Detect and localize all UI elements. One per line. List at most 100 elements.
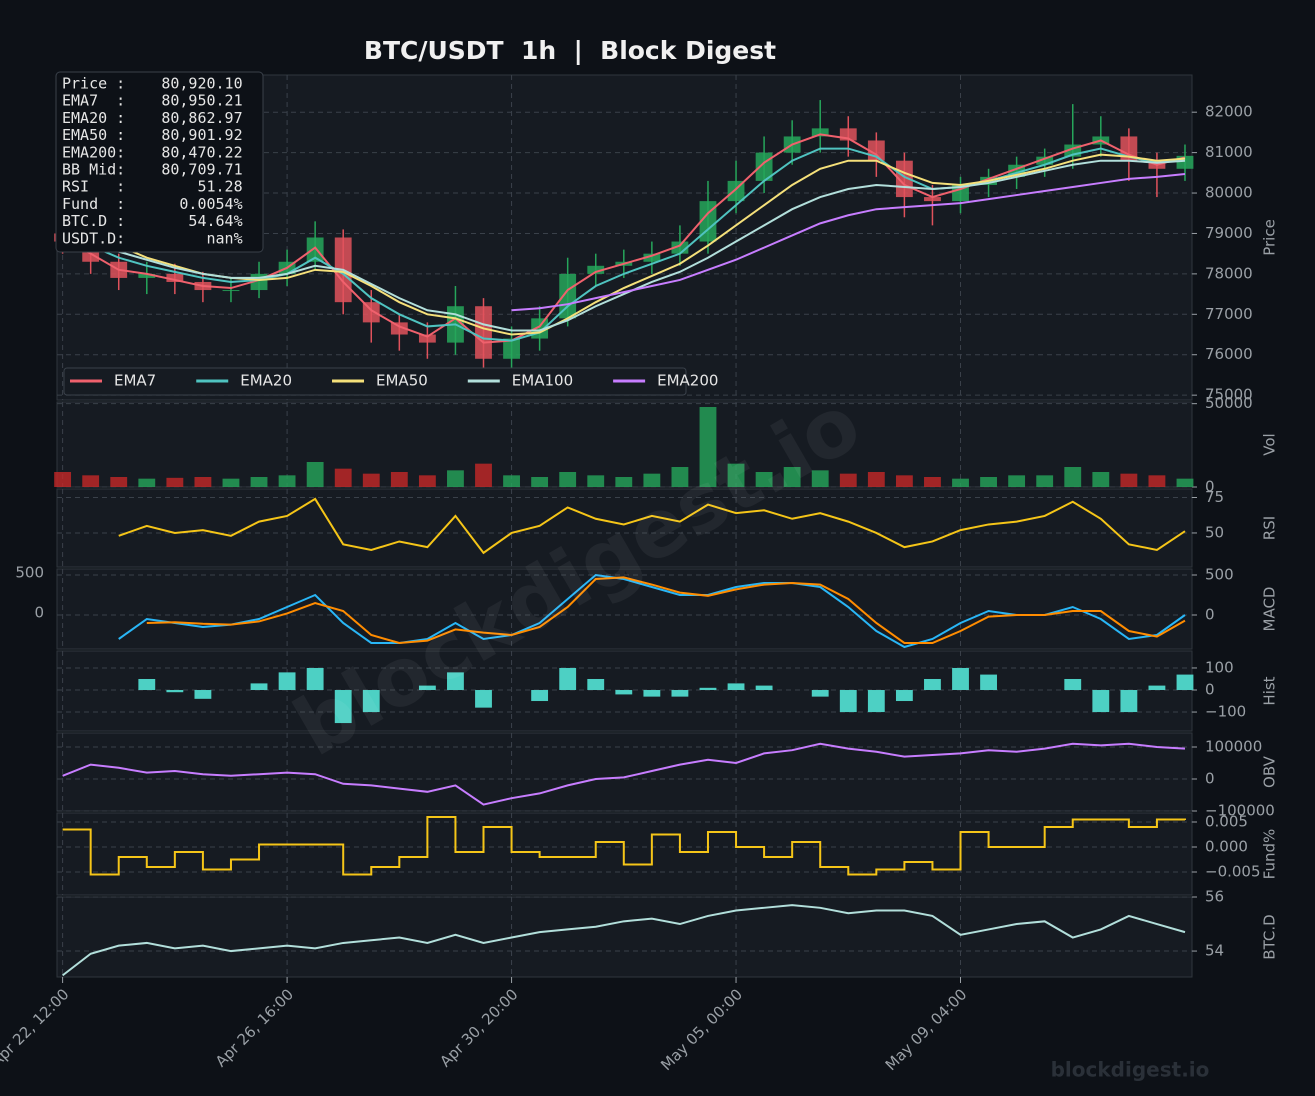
hist-bar [643, 690, 661, 697]
volume-bar [867, 472, 885, 487]
y-tick-label: 75000 [1205, 386, 1253, 404]
volume-bar [587, 475, 605, 487]
volume-bar [166, 477, 184, 487]
panel-background [56, 401, 1193, 488]
volume-bar [755, 472, 773, 487]
y-tick-label: 100000 [1205, 738, 1262, 756]
volume-bar [615, 477, 633, 487]
series-line [118, 497, 1186, 555]
volume-bar [839, 473, 857, 487]
candle-body [138, 273, 156, 278]
series-line [62, 159, 1186, 332]
candle-body [924, 197, 941, 202]
volume-bar [362, 473, 380, 487]
info-line: USDT.D: nan% [62, 229, 243, 247]
y-tick-label: 100 [1205, 658, 1234, 676]
y-axis-label: BTC.D [1261, 914, 1279, 959]
y-tick-label: 75 [1205, 488, 1224, 506]
series-line [146, 576, 1186, 645]
series-line [62, 153, 1186, 336]
volume-bar [1120, 473, 1138, 487]
y-tick-label: 82000 [1205, 103, 1253, 121]
y-tick-label: 81000 [1205, 143, 1253, 161]
candle-body [222, 290, 240, 292]
hist-bar [1176, 674, 1194, 691]
candle-body [587, 265, 605, 274]
volume-bar [418, 475, 436, 487]
volume-bar [783, 467, 801, 487]
panel: 0 50000 Vol [54, 394, 1279, 496]
y-tick-label: −0.005 [1205, 863, 1261, 881]
volume-bar [952, 478, 969, 487]
hist-bar [1120, 690, 1138, 713]
info-line: EMA7 : 80,950.21 [62, 92, 243, 110]
panel-background [56, 568, 1193, 650]
hist-bar [839, 690, 857, 713]
panel: 0 0 500 500 MACD [15, 564, 1279, 650]
volume-bar [194, 477, 212, 487]
volume-bar [82, 475, 100, 487]
volume-bar [559, 472, 577, 487]
y-axis-label: OBV [1261, 755, 1279, 788]
volume-bar [54, 472, 72, 487]
hist-bar [895, 690, 913, 702]
panel-background [56, 896, 1193, 978]
hist-bar [952, 667, 969, 691]
volume-bar [278, 475, 296, 487]
hist-bar [278, 672, 296, 691]
info-line: Fund : 0.0054% [62, 195, 243, 213]
candle-body [306, 237, 324, 262]
hist-bar [727, 683, 745, 691]
y-tick-label: 54 [1205, 942, 1224, 960]
volume-bar [671, 467, 689, 487]
candle-body [699, 201, 717, 242]
y-tick-label: 0.005 [1205, 813, 1248, 831]
volume-bar [250, 477, 268, 487]
candle-body [475, 306, 492, 359]
y-axis-label: Vol [1261, 433, 1279, 455]
volume-bar [1064, 467, 1082, 487]
hist-bar [615, 690, 633, 695]
volume-bar [1148, 475, 1166, 487]
y-tick-label: 500 [1205, 566, 1234, 584]
candle-body [390, 322, 408, 335]
hist-bar [306, 667, 324, 691]
volume-bar [1036, 475, 1054, 487]
series-line [118, 573, 1186, 649]
legend-label: EMA50 [376, 372, 428, 390]
candle-body [643, 253, 661, 262]
y-tick-label: 78000 [1205, 264, 1253, 282]
legend-label: EMA20 [240, 372, 292, 390]
y-tick-label-left: 0 [34, 604, 44, 622]
hist-bar [334, 690, 352, 724]
info-box-background [55, 71, 264, 253]
hist-bar [1092, 690, 1110, 713]
y-tick-label: −100 [1205, 703, 1246, 721]
plots: 7500076000770007800079000800008100082000… [15, 74, 1279, 978]
y-tick-label: 50 [1205, 523, 1224, 541]
volume-bar [334, 468, 352, 487]
volume-bar [390, 472, 408, 487]
hist-bar [924, 678, 941, 691]
hist-bar [447, 672, 464, 691]
volume-bar [699, 407, 717, 487]
info-line: EMA20 : 80,862.97 [62, 109, 243, 127]
candle-body [1036, 156, 1054, 165]
y-tick-label: 0 [1205, 770, 1215, 788]
volume-bar [1176, 478, 1194, 487]
candle-body [166, 273, 184, 282]
hist-bar [250, 683, 268, 691]
panel: 54 56 BTC.D [56, 888, 1279, 978]
hist-bar [194, 690, 212, 699]
series-line [511, 173, 1186, 312]
legend-label: EMA7 [114, 372, 156, 390]
volume-bar [643, 473, 661, 487]
candle-body [503, 338, 520, 359]
y-tick-label: 50000 [1205, 394, 1253, 412]
volume-bar [531, 477, 549, 487]
y-tick-label-left: 500 [15, 564, 44, 582]
series-line [62, 742, 1186, 806]
info-line: EMA50 : 80,901.92 [62, 126, 243, 144]
series-line [62, 816, 1186, 876]
